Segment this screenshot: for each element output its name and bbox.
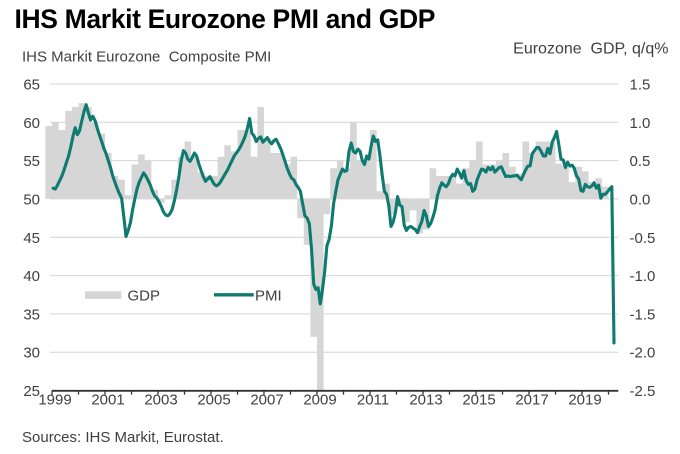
svg-text:-2.5: -2.5 [630,383,656,400]
svg-text:Eurozone GDP, q/q%: Eurozone GDP, q/q% [513,41,668,58]
svg-text:PMI: PMI [255,288,282,305]
svg-text:0.0: 0.0 [630,191,651,208]
svg-text:0.5: 0.5 [630,153,651,170]
svg-text:2003: 2003 [144,392,177,409]
svg-text:-1.5: -1.5 [630,306,656,323]
svg-text:2001: 2001 [91,392,124,409]
svg-text:-1.0: -1.0 [630,268,656,285]
svg-text:2005: 2005 [197,392,230,409]
svg-text:2015: 2015 [462,392,495,409]
svg-text:55: 55 [23,153,40,170]
svg-text:2013: 2013 [409,392,442,409]
svg-text:50: 50 [23,191,40,208]
svg-text:-0.5: -0.5 [630,230,656,247]
svg-text:GDP: GDP [128,288,161,305]
svg-text:1.0: 1.0 [630,115,651,132]
svg-text:2007: 2007 [250,392,283,409]
svg-text:2011: 2011 [357,392,389,409]
svg-text:-2.0: -2.0 [630,345,656,362]
svg-text:IHS Markit Eurozone PMI and GD: IHS Markit Eurozone PMI and GDP [15,4,436,34]
svg-text:60: 60 [23,115,40,132]
svg-text:2009: 2009 [303,392,336,409]
svg-text:45: 45 [23,230,40,247]
svg-text:30: 30 [23,345,40,362]
svg-text:40: 40 [23,268,40,285]
svg-text:2019: 2019 [568,392,601,409]
svg-text:35: 35 [23,306,40,323]
svg-text:Sources: IHS Markit, Eurostat.: Sources: IHS Markit, Eurostat. [22,429,224,446]
svg-text:1999: 1999 [38,392,71,409]
svg-text:2017: 2017 [515,392,548,409]
svg-text:IHS Markit Eurozone Composite: IHS Markit Eurozone Composite PMI [22,49,271,66]
svg-text:65: 65 [23,77,40,94]
svg-text:1.5: 1.5 [630,77,651,94]
svg-text:25: 25 [23,383,40,400]
